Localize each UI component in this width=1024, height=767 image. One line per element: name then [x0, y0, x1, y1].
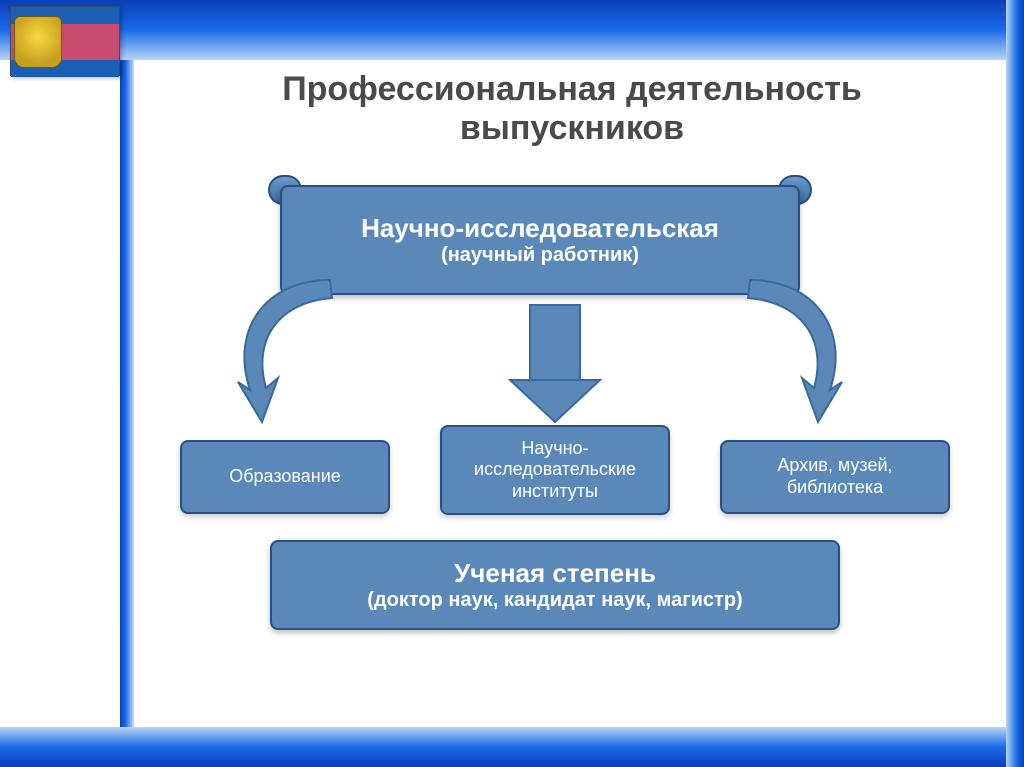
- banner-sub: (научный работник): [282, 244, 798, 267]
- degree-sub: (доктор наук, кандидат наук, магистр): [272, 589, 838, 612]
- child-arch-l2: библиотека: [722, 477, 948, 499]
- child-inst-l3: институты: [442, 481, 668, 503]
- coat-of-arms-icon: [14, 16, 62, 68]
- arrow-center-icon: [510, 305, 600, 422]
- title-line1: Профессиональная деятельность: [282, 70, 862, 108]
- child-inst-l1: Научно-: [442, 438, 668, 460]
- banner-main: Научно-исследовательская: [282, 213, 798, 244]
- child-box-archive: Архив, музей, библиотека: [720, 440, 950, 514]
- banner-box: Научно-исследовательская (научный работн…: [280, 185, 800, 295]
- arrow-right-icon: [748, 280, 842, 422]
- child-edu-label: Образование: [182, 466, 388, 488]
- slide-title: Профессиональная деятельность выпускнико…: [150, 70, 994, 148]
- frame-right: [1006, 0, 1024, 767]
- child-inst-l2: исследовательские: [442, 459, 668, 481]
- slide-content: Профессиональная деятельность выпускнико…: [150, 70, 994, 717]
- frame-bottom: [0, 727, 1024, 767]
- title-line2: выпускников: [460, 109, 684, 147]
- frame-top: [0, 0, 1024, 60]
- degree-box: Ученая степень (доктор наук, кандидат на…: [270, 540, 840, 630]
- arrow-left-icon: [238, 280, 332, 422]
- child-box-institutes: Научно- исследовательские институты: [440, 425, 670, 515]
- frame-left: [120, 60, 134, 727]
- emblem-flag: [10, 6, 120, 86]
- child-arch-l1: Архив, музей,: [722, 455, 948, 477]
- degree-main: Ученая степень: [272, 558, 838, 589]
- child-box-education: Образование: [180, 440, 390, 514]
